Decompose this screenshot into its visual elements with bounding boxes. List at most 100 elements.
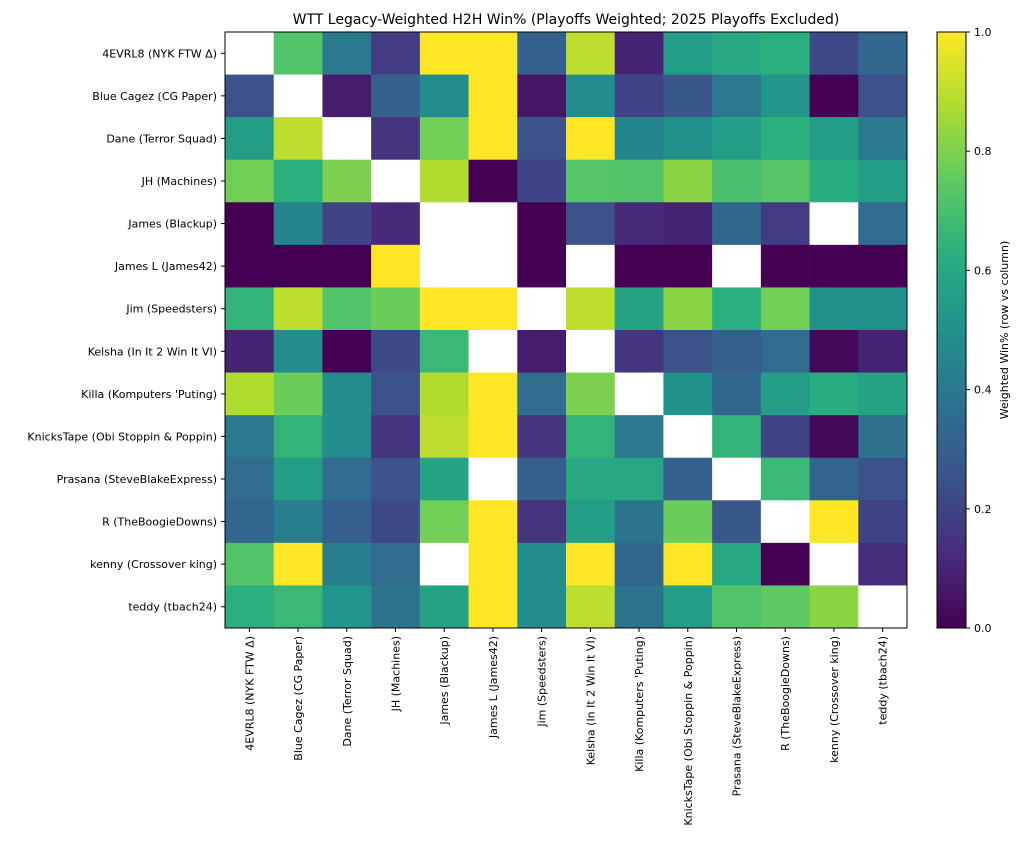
heatmap-cell xyxy=(663,330,713,373)
heatmap-cell xyxy=(273,117,323,161)
heatmap-cell xyxy=(809,415,859,459)
heatmap-cell xyxy=(322,159,372,203)
heatmap-cell xyxy=(225,372,275,416)
heatmap-cell xyxy=(663,585,713,629)
heatmap-cell xyxy=(468,330,518,373)
column-tick-label: 4EVRL8 (NYK FTW Δ) xyxy=(243,636,256,751)
heatmap-cell xyxy=(566,117,616,161)
heatmap-cell xyxy=(322,287,372,331)
row-tick-label: teddy (tbach24) xyxy=(128,601,217,614)
heatmap-cell xyxy=(419,117,469,161)
heatmap-cell xyxy=(225,32,275,75)
heatmap-cell xyxy=(419,287,469,331)
heatmap-cell xyxy=(225,287,275,331)
heatmap-cell xyxy=(419,500,469,544)
heatmap-cell xyxy=(809,585,859,629)
heatmap-cell xyxy=(273,74,323,118)
heatmap-cell xyxy=(517,415,567,459)
row-tick-label: Jim (Speedsters) xyxy=(125,303,217,316)
heatmap-cell xyxy=(225,330,275,373)
heatmap-cell xyxy=(566,372,616,416)
heatmap-cell xyxy=(225,542,275,586)
heatmap-cell xyxy=(225,202,275,246)
heatmap-cell xyxy=(419,202,469,246)
heatmap-cell xyxy=(517,244,567,288)
heatmap-cell xyxy=(566,202,616,246)
heatmap-cell xyxy=(566,159,616,203)
heatmap-cell xyxy=(419,32,469,75)
heatmap-cell xyxy=(468,74,518,118)
heatmap-cell xyxy=(273,159,323,203)
heatmap-cell xyxy=(322,585,372,629)
heatmap-cell xyxy=(809,244,859,288)
heatmap-cell xyxy=(468,287,518,331)
heatmap-cells xyxy=(225,32,908,629)
row-tick-label: kenny (Crossover king) xyxy=(90,558,217,571)
heatmap-cell xyxy=(712,244,762,288)
heatmap-cell xyxy=(809,159,859,203)
heatmap-cell xyxy=(371,74,421,118)
heatmap-cell xyxy=(225,457,275,501)
heatmap-cell xyxy=(858,202,908,246)
column-tick-label: Prasana (SteveBlakeExpress) xyxy=(731,636,744,796)
colorbar-tick-label: 0.6 xyxy=(974,264,992,277)
heatmap-cell xyxy=(712,32,762,75)
column-tick-label: R (TheBoogieDowns) xyxy=(779,636,792,751)
heatmap-cell xyxy=(614,117,664,161)
heatmap-cell xyxy=(371,32,421,75)
heatmap-cell xyxy=(273,287,323,331)
heatmap-cell xyxy=(760,330,810,373)
heatmap-cell xyxy=(663,244,713,288)
heatmap-cell xyxy=(371,542,421,586)
row-tick-label: R (TheBoogieDowns) xyxy=(102,516,217,529)
heatmap-cell xyxy=(663,74,713,118)
heatmap-cell xyxy=(322,330,372,373)
row-tick-label: Kelsha (In It 2 Win It VI) xyxy=(88,345,217,358)
heatmap-cell xyxy=(419,542,469,586)
heatmap-cell xyxy=(858,330,908,373)
heatmap-cell xyxy=(273,457,323,501)
heatmap-cell xyxy=(225,74,275,118)
heatmap-cell xyxy=(663,500,713,544)
heatmap-cell xyxy=(566,74,616,118)
column-tick-label: kenny (Crossover king) xyxy=(828,636,841,763)
heatmap-cell xyxy=(371,244,421,288)
heatmap-cell xyxy=(468,585,518,629)
row-tick-label: KnicksTape (Obi Stoppin & Poppin) xyxy=(27,430,217,443)
heatmap-cell xyxy=(517,585,567,629)
column-tick-label: Kelsha (In It 2 Win It VI) xyxy=(584,636,597,765)
heatmap-cell xyxy=(809,32,859,75)
heatmap-cell xyxy=(322,457,372,501)
heatmap-cell xyxy=(517,330,567,373)
heatmap-cell xyxy=(566,330,616,373)
heatmap-cell xyxy=(566,585,616,629)
heatmap-cell xyxy=(371,287,421,331)
heatmap-cell xyxy=(614,542,664,586)
heatmap-cell xyxy=(858,585,908,629)
column-tick-label: JH (Machines) xyxy=(390,636,403,712)
heatmap-cell xyxy=(517,74,567,118)
heatmap-cell xyxy=(371,117,421,161)
heatmap-cell xyxy=(858,117,908,161)
heatmap-cell xyxy=(371,372,421,416)
colorbar-tick-label: 0.2 xyxy=(974,503,992,516)
heatmap-cell xyxy=(468,372,518,416)
heatmap-cell xyxy=(419,457,469,501)
row-tick-label: Dane (Terror Squad) xyxy=(106,132,217,145)
heatmap-cell xyxy=(760,415,810,459)
heatmap-cell xyxy=(760,117,810,161)
heatmap-cell xyxy=(225,244,275,288)
heatmap-cell xyxy=(517,32,567,75)
heatmap-cell xyxy=(663,415,713,459)
column-tick-label: KnicksTape (Obi Stoppin & Poppin) xyxy=(682,636,695,826)
colorbar-tick-label: 0.0 xyxy=(974,622,992,635)
heatmap-cell xyxy=(712,500,762,544)
heatmap-cell xyxy=(809,542,859,586)
heatmap-cell xyxy=(419,159,469,203)
heatmap-cell xyxy=(322,372,372,416)
heatmap-cell xyxy=(419,74,469,118)
heatmap-cell xyxy=(663,117,713,161)
colorbar-gradient xyxy=(936,31,967,629)
row-tick-label: Prasana (SteveBlakeExpress) xyxy=(57,473,217,486)
